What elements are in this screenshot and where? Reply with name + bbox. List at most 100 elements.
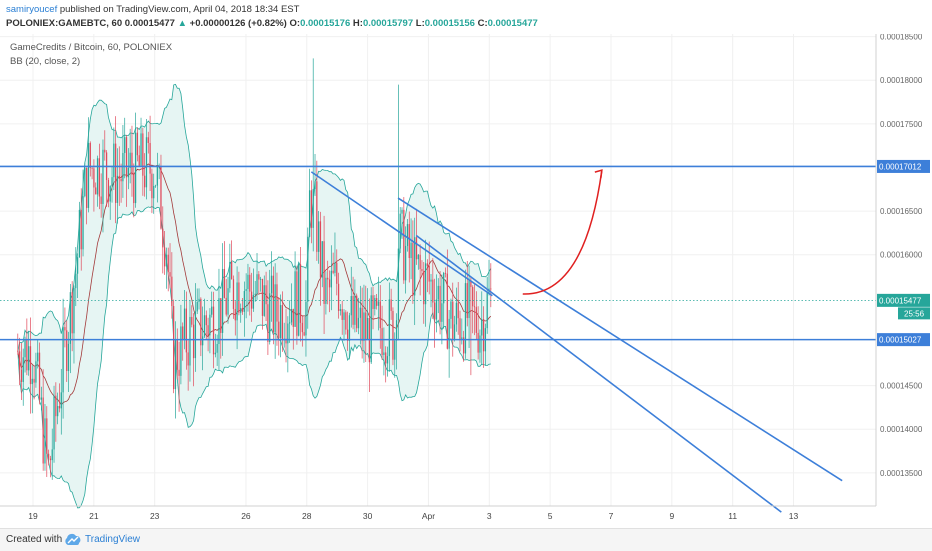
candle-body bbox=[443, 272, 445, 304]
candle bbox=[211, 291, 213, 318]
price-chart[interactable]: 0.00018500 0.00018000 0.00017500 0.00016500… bbox=[0, 34, 932, 528]
candle bbox=[66, 320, 68, 382]
candle-body bbox=[241, 308, 244, 312]
low-value: 0.00015156 bbox=[424, 18, 475, 29]
candle-body bbox=[240, 308, 242, 313]
trendline[interactable] bbox=[397, 197, 843, 482]
candle-body bbox=[243, 291, 245, 312]
symbol-label: POLONIEX:GAMEBTC, 60 bbox=[6, 18, 123, 29]
horizontal-levels[interactable] bbox=[0, 165, 876, 341]
candle bbox=[163, 231, 166, 275]
candle bbox=[93, 159, 95, 212]
trendline[interactable] bbox=[310, 171, 493, 297]
bb-lower bbox=[17, 206, 491, 509]
candle-body bbox=[348, 315, 351, 341]
candle bbox=[292, 308, 294, 350]
candle-body bbox=[169, 272, 171, 277]
candle bbox=[57, 392, 59, 425]
candle-body bbox=[372, 295, 374, 309]
candle bbox=[332, 252, 334, 275]
candle-body bbox=[473, 306, 476, 308]
candle-body bbox=[96, 158, 99, 195]
candle bbox=[38, 342, 41, 405]
candle-body bbox=[95, 187, 97, 195]
candle-body bbox=[305, 301, 307, 336]
candle-body bbox=[441, 303, 443, 322]
candle bbox=[102, 139, 104, 233]
candle-body bbox=[192, 324, 195, 359]
candle bbox=[310, 180, 313, 244]
candle-body bbox=[272, 275, 274, 333]
x-tick-label: 26 bbox=[241, 511, 251, 521]
candle bbox=[125, 134, 128, 207]
candle-body bbox=[207, 325, 209, 336]
candle bbox=[250, 272, 253, 322]
candle bbox=[312, 58, 314, 252]
trendlines[interactable] bbox=[310, 171, 843, 513]
current-price-label: 0.00015477 bbox=[879, 296, 922, 305]
candle bbox=[29, 317, 32, 414]
candle bbox=[446, 249, 448, 350]
y-tick-label: 0.00018000 bbox=[880, 76, 923, 85]
candle-body bbox=[279, 305, 282, 338]
candle bbox=[109, 185, 111, 220]
low-label: L: bbox=[415, 18, 425, 29]
candle-body bbox=[55, 395, 57, 417]
candle bbox=[345, 310, 347, 335]
candle-body bbox=[419, 254, 421, 270]
trendline[interactable] bbox=[415, 234, 782, 513]
candle-body bbox=[53, 395, 55, 450]
candle bbox=[225, 279, 227, 317]
last-price: 0.00015477 bbox=[124, 18, 175, 29]
candle-body bbox=[444, 272, 447, 274]
candle-body bbox=[202, 336, 204, 346]
candle-body bbox=[194, 311, 197, 359]
candle bbox=[187, 340, 189, 391]
candle-body bbox=[455, 302, 458, 325]
candle bbox=[236, 266, 238, 350]
x-tick-label: 9 bbox=[669, 511, 674, 521]
candle bbox=[415, 208, 418, 265]
candle bbox=[397, 84, 400, 341]
candle-body bbox=[44, 418, 46, 464]
candle-body bbox=[376, 298, 378, 306]
author-link[interactable]: samiryoucef bbox=[6, 4, 58, 15]
candle-body bbox=[472, 287, 474, 307]
candle-body bbox=[178, 369, 180, 376]
candle-body bbox=[412, 242, 414, 296]
candle-body bbox=[26, 339, 28, 371]
candle bbox=[49, 455, 52, 478]
price-axis[interactable]: 0.00018500 0.00018000 0.00017500 0.00016500… bbox=[877, 34, 930, 478]
candle bbox=[98, 143, 100, 210]
candle-body bbox=[42, 397, 44, 464]
forecast-arrow[interactable] bbox=[522, 169, 603, 295]
candle-body bbox=[93, 168, 95, 188]
candle-body bbox=[383, 352, 385, 355]
candle bbox=[453, 315, 456, 342]
candle bbox=[231, 240, 233, 280]
candle bbox=[134, 112, 137, 208]
time-axis[interactable]: 19 21 23 26 28 30 Apr 3 5 7 9 11 13 bbox=[28, 511, 798, 521]
candle-body bbox=[113, 143, 115, 178]
candle bbox=[403, 197, 405, 284]
candle-body bbox=[319, 221, 322, 278]
tradingview-brand[interactable]: TradingView bbox=[85, 534, 141, 545]
candle bbox=[473, 284, 476, 336]
candle-body bbox=[254, 293, 256, 295]
candle bbox=[205, 310, 207, 340]
x-tick-label: 21 bbox=[89, 511, 99, 521]
candle-body bbox=[71, 292, 73, 334]
candle bbox=[336, 249, 338, 296]
candle bbox=[399, 207, 401, 254]
candle bbox=[78, 201, 81, 258]
forecast-arrow-curve[interactable] bbox=[522, 170, 603, 295]
candle bbox=[67, 331, 70, 392]
candle bbox=[475, 291, 477, 340]
candle-body bbox=[231, 261, 233, 280]
candle-body bbox=[138, 155, 140, 166]
candle bbox=[196, 288, 198, 315]
candle-body bbox=[401, 209, 403, 214]
candle-body bbox=[453, 324, 456, 341]
candle-body bbox=[482, 318, 485, 352]
candle-body bbox=[18, 351, 21, 370]
